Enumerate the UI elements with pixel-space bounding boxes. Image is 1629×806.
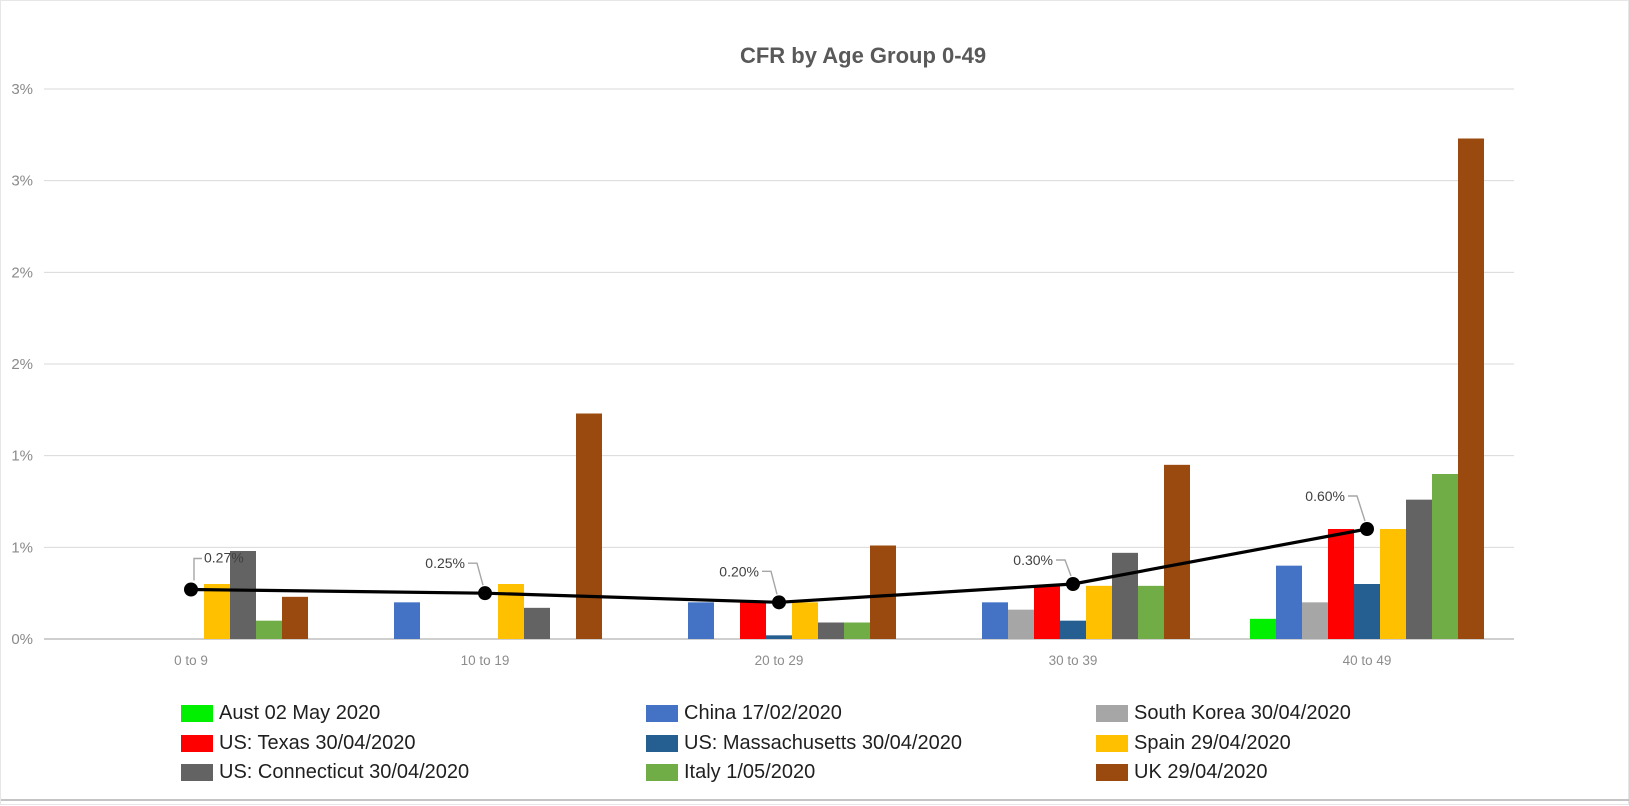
legend-swatch: [646, 734, 678, 752]
line-marker: [184, 582, 198, 597]
x-axis-label: 30 to 39: [1049, 653, 1098, 668]
average-line: [190, 527, 1368, 604]
bar-3-2: [740, 602, 766, 639]
bar-3-3: [1034, 585, 1060, 639]
bar-1-2: [688, 602, 714, 639]
data-label: 0.25%: [425, 555, 465, 571]
legend-label: Spain 29/04/2020: [1134, 731, 1291, 754]
bar-3-4: [1328, 529, 1354, 639]
bar-6-4: [1406, 499, 1432, 639]
legend-label: US: Massachusetts 30/04/2020: [684, 731, 962, 754]
bar-1-3: [982, 602, 1008, 639]
bar-6-1: [524, 607, 550, 639]
bar-6-2: [818, 622, 844, 639]
legend-item-2: South Korea 30/04/2020: [1096, 699, 1351, 729]
legend-label: Aust 02 May 2020: [219, 702, 381, 725]
legend-item-8: UK 29/04/2020: [1096, 758, 1351, 788]
bar-7-2: [844, 622, 870, 639]
label-leader: [1056, 559, 1072, 577]
y-tick-label: 3%: [11, 173, 33, 190]
bar-2-3: [1008, 609, 1034, 639]
legend-item-7: Italy 1/05/2020: [646, 758, 1096, 788]
legend-label: UK 29/04/2020: [1134, 761, 1268, 784]
label-leader: [468, 562, 484, 586]
bar-6-0: [230, 551, 256, 639]
bar-4-2: [766, 635, 792, 639]
bar-7-3: [1138, 585, 1164, 639]
bar-8-1: [576, 413, 602, 639]
legend-label: China 17/02/2020: [684, 702, 842, 725]
bar-4-3: [1060, 620, 1086, 639]
bar-6-3: [1112, 552, 1138, 639]
legend-swatch: [181, 734, 213, 752]
legend-item-4: US: Massachusetts 30/04/2020: [646, 729, 1096, 759]
line-marker: [772, 595, 786, 610]
bar-8-2: [870, 545, 896, 639]
legend-swatch: [1096, 705, 1128, 723]
bar-1-1: [394, 602, 420, 639]
data-label: 0.30%: [1013, 552, 1053, 568]
legend-swatch: [1096, 734, 1128, 752]
label-leader: [1348, 495, 1366, 522]
x-axis-label: 20 to 29: [755, 653, 804, 668]
data-label: 0.60%: [1305, 488, 1345, 504]
legend-item-1: China 17/02/2020: [646, 699, 1096, 729]
bar-5-0: [204, 584, 230, 639]
legend-swatch: [181, 764, 213, 782]
bar-2-4: [1302, 602, 1328, 639]
line-marker: [1360, 522, 1374, 536]
y-tick-label: 0%: [11, 631, 33, 648]
legend-label: South Korea 30/04/2020: [1134, 702, 1351, 725]
label-leader: [762, 570, 778, 595]
data-label: 0.27%: [204, 550, 244, 566]
legend-label: US: Texas 30/04/2020: [219, 731, 416, 754]
y-tick-label: 2%: [11, 264, 33, 281]
chart-title: CFR by Age Group 0-49: [739, 43, 987, 68]
x-axis-label: 40 to 49: [1343, 653, 1392, 668]
legend-swatch: [181, 705, 213, 723]
bar-7-0: [256, 620, 282, 639]
line-marker: [1066, 577, 1080, 591]
data-label: 0.20%: [719, 563, 759, 579]
bar-8-3: [1164, 464, 1190, 639]
legend-item-5: Spain 29/04/2020: [1096, 729, 1351, 759]
legend-item-3: US: Texas 30/04/2020: [181, 729, 646, 759]
x-axis-label: 10 to 19: [461, 653, 510, 668]
bar-5-3: [1086, 585, 1112, 639]
legend-item-0: Aust 02 May 2020: [181, 699, 646, 729]
legend-label: US: Connecticut 30/04/2020: [219, 761, 470, 784]
y-tick-label: 3%: [11, 81, 33, 98]
y-tick-label: 1%: [11, 539, 33, 556]
bar-8-0: [282, 596, 308, 639]
bottom-border: [1, 799, 1629, 801]
legend-swatch: [646, 705, 678, 723]
bar-0-4: [1250, 618, 1276, 639]
y-tick-label: 1%: [11, 448, 33, 465]
legend-item-6: US: Connecticut 30/04/2020: [181, 758, 646, 788]
line-marker: [478, 586, 492, 601]
bar-4-4: [1354, 584, 1380, 639]
bar-8-4: [1458, 138, 1484, 639]
x-axis-label: 0 to 9: [174, 653, 208, 668]
bar-5-4: [1380, 529, 1406, 639]
legend-swatch: [1096, 764, 1128, 782]
bar-7-4: [1432, 474, 1458, 639]
label-leader: [193, 557, 202, 581]
y-tick-label: 2%: [11, 356, 33, 373]
bar-5-2: [792, 602, 818, 639]
legend-label: Italy 1/05/2020: [684, 761, 816, 784]
legend: Aust 02 May 2020 China 17/02/2020 South Ko…: [181, 699, 1351, 788]
legend-swatch: [646, 764, 678, 782]
bar-1-4: [1276, 565, 1302, 639]
